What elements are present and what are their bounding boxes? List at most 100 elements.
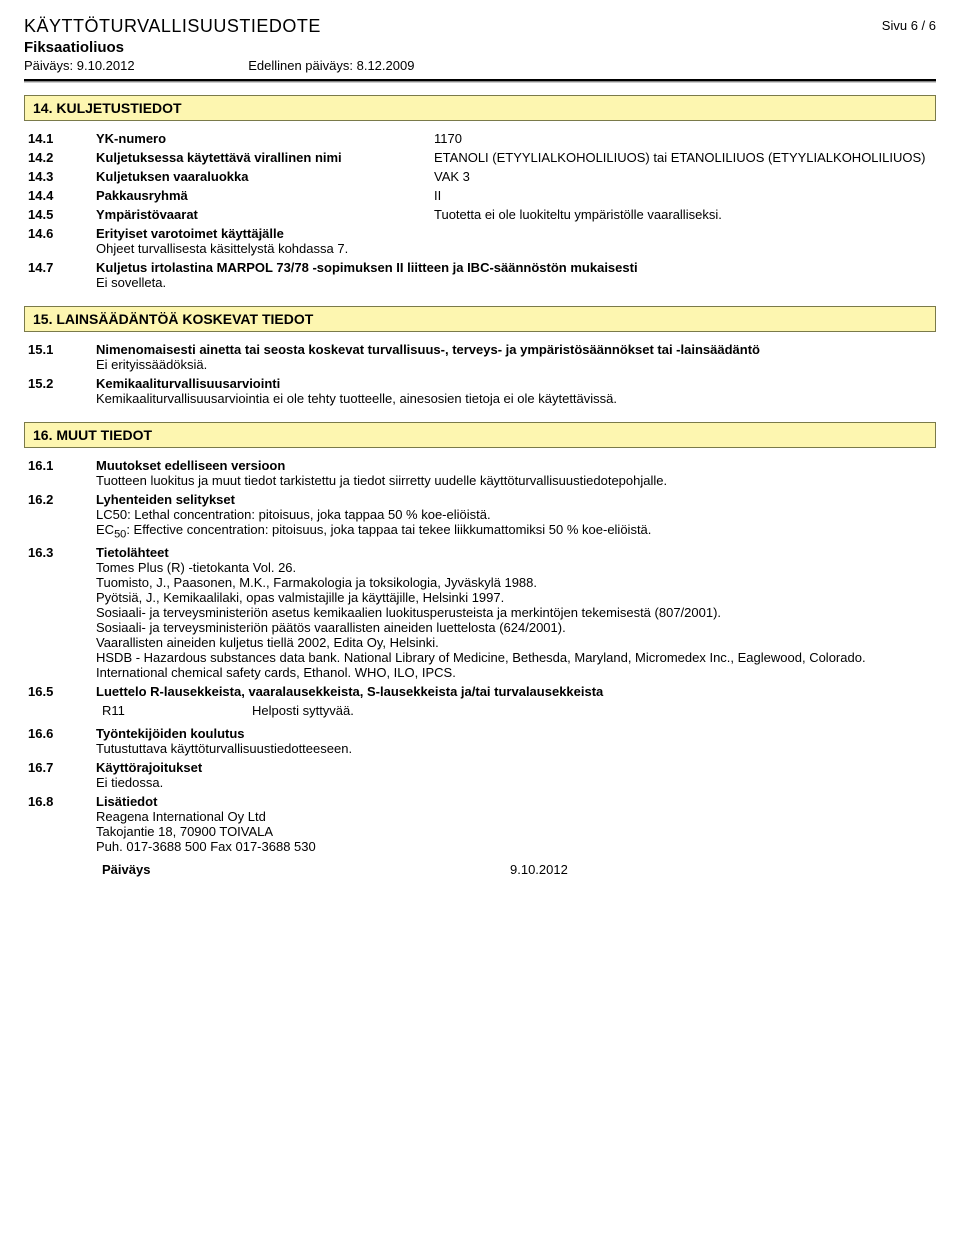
item-body: Ei tiedossa. [96,775,932,790]
row-14-2: 14.2 Kuljetuksessa käytettävä virallinen… [24,148,936,167]
addinfo-2: Takojantie 18, 70900 TOIVALA [96,824,932,839]
item-label: Nimenomaisesti ainetta tai seosta koskev… [92,340,936,374]
item-number: 16.5 [24,682,92,724]
item-label-text: Lisätiedot [96,794,157,809]
row-16-8: 16.8 Lisätiedot Reagena International Oy… [24,792,936,856]
item-label: Lyhenteiden selitykset LC50: Lethal conc… [92,490,936,543]
item-label-text: Luettelo R-lausekkeista, vaaralausekkeis… [96,684,603,699]
item-body: Ei sovelleta. [96,275,932,290]
item-body: Ei erityissäädöksiä. [96,357,932,372]
item-label-text: Käyttörajoitukset [96,760,202,775]
item-label-text: Työntekijöiden koulutus [96,726,245,741]
row-16-2: 16.2 Lyhenteiden selitykset LC50: Lethal… [24,490,936,543]
item-body: Ohjeet turvallisesta käsittelystä kohdas… [96,241,932,256]
ec-subscript: 50 [114,529,126,541]
item-number: 15.2 [24,374,92,408]
item-number: 14.3 [24,167,92,186]
row-14-1: 14.1 YK-numero 1170 [24,129,936,148]
item-label-text: Muutokset edelliseen versioon [96,458,285,473]
item-label: Ympäristövaarat [92,205,430,224]
item-number: 14.7 [24,258,92,292]
footer-date-table: Päiväys 9.10.2012 [96,858,932,881]
section-16-header: 16. MUUT TIEDOT [24,422,936,448]
row-14-6: 14.6 Erityiset varotoimet käyttäjälle Oh… [24,224,936,258]
item-number: 16.6 [24,724,92,758]
ec-prefix: EC [96,522,114,537]
row-15-1: 15.1 Nimenomaisesti ainetta tai seosta k… [24,340,936,374]
item-label: Muutokset edelliseen versioon Tuotteen l… [92,456,936,490]
row-14-7: 14.7 Kuljetus irtolastina MARPOL 73/78 -… [24,258,936,292]
item-label: Käyttörajoitukset Ei tiedossa. [92,758,936,792]
item-number: 16.8 [24,792,92,856]
source-3: Pyötsiä, J., Kemikaalilaki, opas valmist… [96,590,932,605]
date-previous: Edellinen päiväys: 8.12.2009 [248,58,414,73]
row-16-6: 16.6 Työntekijöiden koulutus Tutustuttav… [24,724,936,758]
section-14-header: 14. KULJETUSTIEDOT [24,95,936,121]
footer-date-value: 9.10.2012 [506,860,930,879]
item-label: Kuljetuksen vaaraluokka [92,167,430,186]
item-value: II [430,186,936,205]
r-code: R11 [98,701,246,720]
r-text: Helposti syttyvää. [248,701,930,720]
item-number: 16.3 [24,543,92,682]
item-value: Tuotetta ei ole luokiteltu ympäristölle … [430,205,936,224]
item-body-line1: LC50: Lethal concentration: pitoisuus, j… [96,507,932,522]
item-label: Työntekijöiden koulutus Tutustuttava käy… [92,724,936,758]
header-dates: Päiväys: 9.10.2012 Edellinen päiväys: 8.… [24,58,936,73]
item-label: Luettelo R-lausekkeista, vaaralausekkeis… [92,682,936,724]
item-body: Tutustuttava käyttöturvallisuustiedottee… [96,741,932,756]
row-14-3: 14.3 Kuljetuksen vaaraluokka VAK 3 [24,167,936,186]
item-number: 16.1 [24,456,92,490]
row-16-5: 16.5 Luettelo R-lausekkeista, vaaralause… [24,682,936,724]
r-phrase-table: R11 Helposti syttyvää. [96,699,932,722]
source-5: Sosiaali- ja terveysministeriön päätös v… [96,620,932,635]
row-16-7: 16.7 Käyttörajoitukset Ei tiedossa. [24,758,936,792]
item-label: Kuljetus irtolastina MARPOL 73/78 -sopim… [92,258,936,292]
item-label: Kemikaaliturvallisuusarviointi Kemikaali… [92,374,936,408]
section-16-table: 16.1 Muutokset edelliseen versioon Tuott… [24,456,936,883]
item-body: Tuotteen luokitus ja muut tiedot tarkist… [96,473,932,488]
source-8: International chemical safety cards, Eth… [96,665,932,680]
source-7: HSDB - Hazardous substances data bank. N… [96,650,932,665]
item-label-text: Tietolähteet [96,545,169,560]
item-number: 16.2 [24,490,92,543]
item-label-text: Erityiset varotoimet käyttäjälle [96,226,284,241]
row-16-1: 16.1 Muutokset edelliseen versioon Tuott… [24,456,936,490]
section-15-header: 15. LAINSÄÄDÄNTÖÄ KOSKEVAT TIEDOT [24,306,936,332]
item-number: 15.1 [24,340,92,374]
item-label-text: Kuljetus irtolastina MARPOL 73/78 -sopim… [96,260,638,275]
source-2: Tuomisto, J., Paasonen, M.K., Farmakolog… [96,575,932,590]
row-14-5: 14.5 Ympäristövaarat Tuotetta ei ole luo… [24,205,936,224]
footer-date-cell: Päiväys 9.10.2012 [92,856,936,883]
page-indicator: Sivu 6 / 6 [882,18,936,33]
empty-cell [24,856,92,883]
item-number: 14.2 [24,148,92,167]
section-14-table: 14.1 YK-numero 1170 14.2 Kuljetuksessa k… [24,129,936,292]
item-label-text: Nimenomaisesti ainetta tai seosta koskev… [96,342,760,357]
r-phrase-row: R11 Helposti syttyvää. [96,699,932,722]
addinfo-3: Puh. 017-3688 500 Fax 017-3688 530 [96,839,932,854]
item-label-text: Kemikaaliturvallisuusarviointi [96,376,280,391]
source-1: Tomes Plus (R) -tietokanta Vol. 26. [96,560,932,575]
source-4: Sosiaali- ja terveysministeriön asetus k… [96,605,932,620]
item-value: VAK 3 [430,167,936,186]
item-label: Pakkausryhmä [92,186,430,205]
row-16-3: 16.3 Tietolähteet Tomes Plus (R) -tietok… [24,543,936,682]
source-6: Vaarallisten aineiden kuljetus tiellä 20… [96,635,932,650]
doc-subtitle: Fiksaatioliuos [24,39,936,56]
footer-date-label: Päiväys [98,860,504,879]
addinfo-1: Reagena International Oy Ltd [96,809,932,824]
item-number: 14.1 [24,129,92,148]
item-value: ETANOLI (ETYYLIALKOHOLILIUOS) tai ETANOL… [430,148,936,167]
item-number: 14.6 [24,224,92,258]
footer-date-row: Päiväys 9.10.2012 [24,856,936,883]
section-15-table: 15.1 Nimenomaisesti ainetta tai seosta k… [24,340,936,408]
doc-title: KÄYTTÖTURVALLISUUSTIEDOTE [24,16,936,37]
row-15-2: 15.2 Kemikaaliturvallisuusarviointi Kemi… [24,374,936,408]
item-number: 14.5 [24,205,92,224]
item-label: Kuljetuksessa käytettävä virallinen nimi [92,148,430,167]
item-number: 16.7 [24,758,92,792]
row-14-4: 14.4 Pakkausryhmä II [24,186,936,205]
item-label: Tietolähteet Tomes Plus (R) -tietokanta … [92,543,936,682]
item-value: 1170 [430,129,936,148]
